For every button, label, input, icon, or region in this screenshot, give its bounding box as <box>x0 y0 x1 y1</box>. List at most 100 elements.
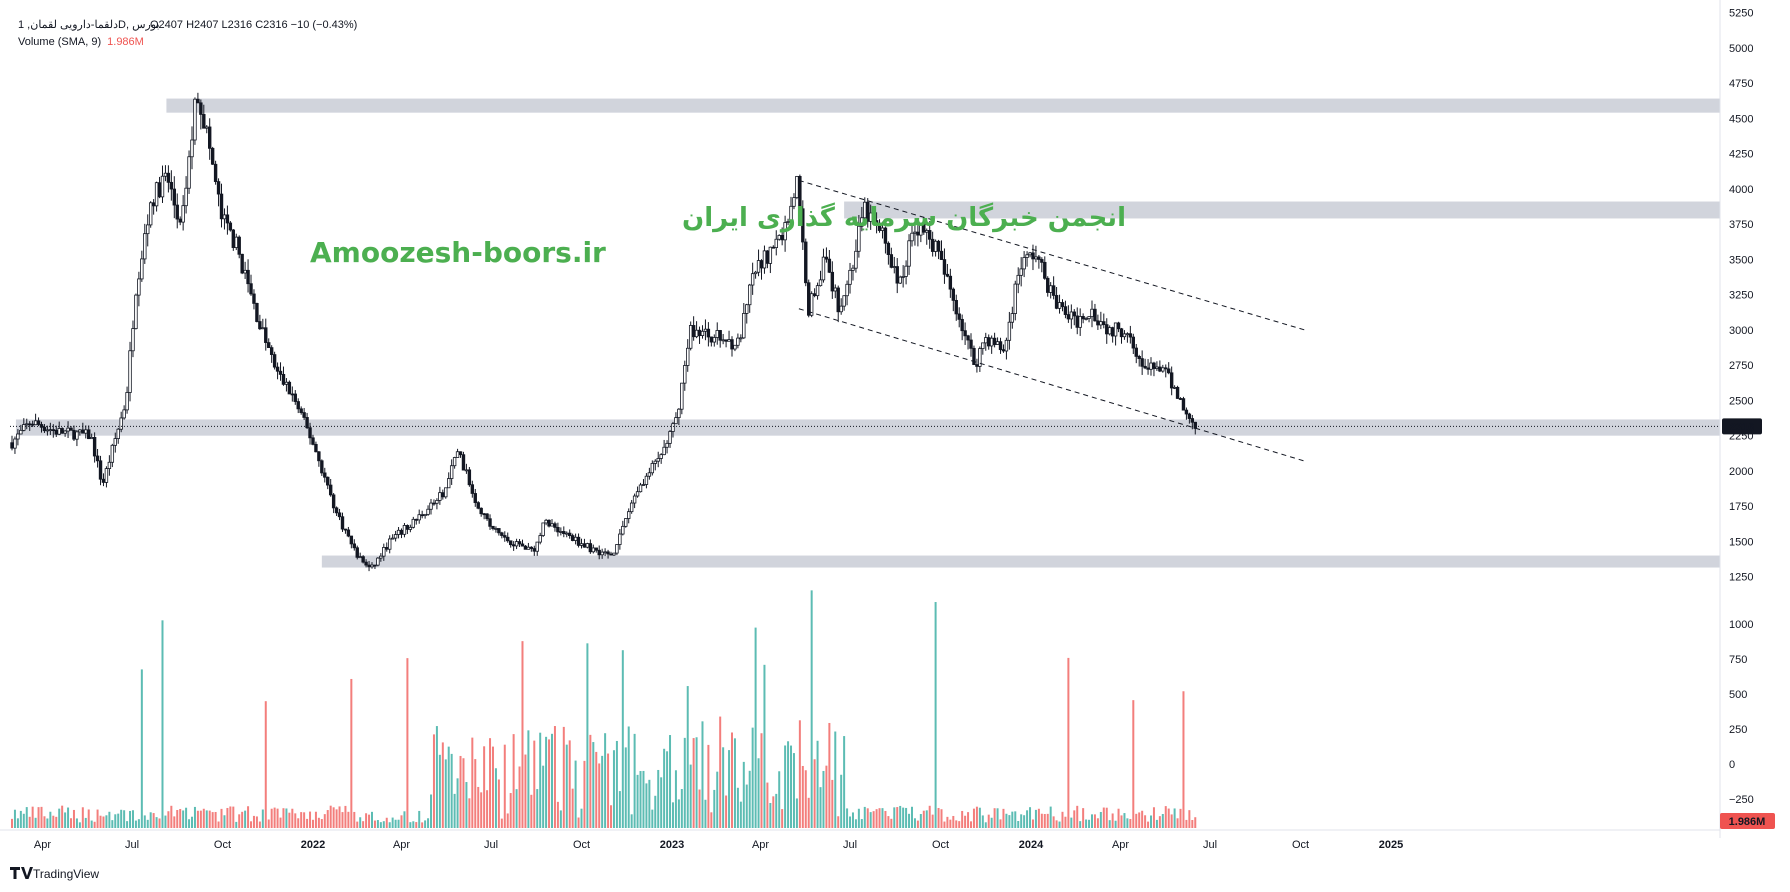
volume-indicator[interactable]: Volume (SMA, 9) 1.986M <box>18 36 144 48</box>
price-axis[interactable]: 1250150017502000225025002750300032503500… <box>1729 8 1753 584</box>
volume-bar <box>893 807 896 828</box>
candle-body <box>570 535 575 541</box>
volume-bar <box>1014 811 1017 828</box>
volume-bar <box>978 807 981 828</box>
volume-bar <box>211 812 214 828</box>
price-tick-label: 2500 <box>1729 395 1753 407</box>
volume-bar <box>309 811 312 828</box>
volume-bar <box>1176 818 1179 828</box>
candle-body <box>1152 362 1156 369</box>
tradingview-logo[interactable]: TradingView <box>10 867 99 881</box>
candle-body <box>638 484 643 493</box>
candle-body <box>473 493 477 504</box>
sr-zone-0 <box>166 98 1721 113</box>
volume-bar <box>161 620 164 828</box>
volume-bar <box>660 777 663 828</box>
candle-body <box>166 172 171 183</box>
candle-body <box>435 500 439 504</box>
candle-body <box>122 409 126 419</box>
volume-bar <box>736 787 739 828</box>
candle-body <box>476 502 480 509</box>
volume-badge-bg <box>1720 813 1775 829</box>
volume-bar <box>766 782 769 828</box>
candle-body <box>547 519 551 527</box>
volume-bar <box>598 763 601 828</box>
time-tick-label: Jul <box>484 839 498 851</box>
candle-body <box>877 222 882 231</box>
candle-body <box>568 532 572 536</box>
volume-bar <box>553 726 556 828</box>
volume-bar <box>72 809 75 828</box>
candle-body <box>343 528 348 531</box>
volume-bar <box>338 806 341 828</box>
volume-bar <box>807 797 810 828</box>
candle-body <box>202 114 206 129</box>
volume-bar <box>512 734 515 828</box>
candle-body <box>951 288 956 301</box>
candle-body <box>632 495 637 504</box>
candle-body <box>892 266 896 268</box>
volume-bar <box>247 806 250 828</box>
volume-bar <box>143 815 146 828</box>
candle-body <box>243 269 247 274</box>
candle-body <box>385 547 389 550</box>
volume-bar <box>1088 819 1091 828</box>
candle-body <box>1046 277 1050 293</box>
volume-bar <box>822 770 825 828</box>
volume-bar <box>683 737 686 828</box>
volume-bar <box>1076 805 1079 828</box>
candle-body <box>190 139 194 158</box>
candle-body <box>219 193 224 220</box>
volume-bar <box>990 817 993 828</box>
candle-body <box>680 382 684 410</box>
candle-body <box>836 287 840 313</box>
time-tick-label: Oct <box>1292 839 1309 851</box>
volume-indicator-value: 1.986M <box>107 36 144 48</box>
candle-body <box>792 197 796 207</box>
volume-bar <box>674 770 677 828</box>
time-axis[interactable]: Apr Jul Oct 2022 Apr Jul Oct 2023 Apr Jul Oct 2024 A… <box>34 839 1403 851</box>
volume-bar <box>255 816 258 828</box>
candle-body <box>272 354 277 368</box>
volume-bar <box>539 732 542 828</box>
candle-body <box>851 267 855 271</box>
candle-body <box>1078 316 1082 328</box>
candle-body <box>22 424 26 431</box>
candle-body <box>1110 327 1115 337</box>
volume-bar <box>559 810 562 828</box>
candle-body <box>417 514 421 521</box>
candle-body <box>423 513 427 516</box>
volume-bar <box>471 737 474 828</box>
candle-body <box>429 502 433 510</box>
candle-body <box>730 339 734 350</box>
volume-bar <box>1067 657 1070 828</box>
volume-bar <box>241 811 244 828</box>
candle-body <box>281 374 286 385</box>
candle-body <box>954 299 958 315</box>
volume-bar <box>421 822 424 828</box>
volume-bar <box>592 742 595 828</box>
candle-body <box>930 238 935 252</box>
volume-bar <box>568 740 571 828</box>
volume-bar <box>863 806 866 828</box>
volume-bar <box>294 813 297 828</box>
candle-body <box>821 256 826 281</box>
volume-bar <box>300 812 303 828</box>
symbol-title[interactable]: دلقما-دارویی لقمان, 1D, بورس <box>18 19 160 31</box>
candle-body <box>1063 306 1068 315</box>
volume-axis: −250 0 250 500 750 1000 <box>1729 619 1754 806</box>
candle-body <box>302 412 306 418</box>
volume-bar <box>1064 816 1067 828</box>
candle-body <box>795 176 799 199</box>
candle-body <box>1184 409 1189 415</box>
candle-body <box>995 341 1000 345</box>
volume-bar <box>37 807 40 828</box>
candle-body <box>1164 367 1168 370</box>
volume-bar <box>804 770 807 828</box>
volume-bar <box>722 747 725 828</box>
volume-bar <box>1043 814 1046 828</box>
candle-body <box>1093 308 1097 322</box>
candle-body <box>514 541 519 547</box>
volume-bar <box>719 716 722 828</box>
